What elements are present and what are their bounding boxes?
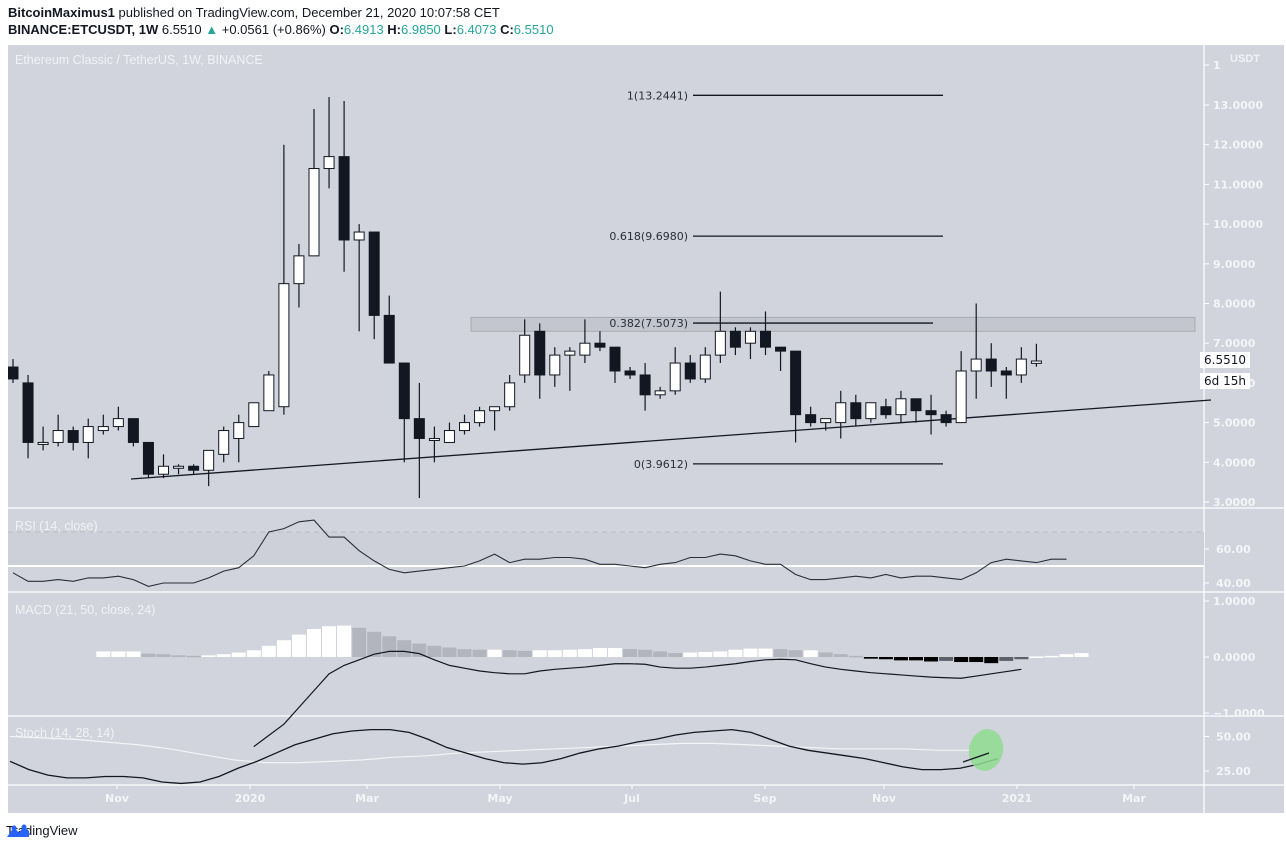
open-label: O:: [329, 22, 344, 37]
svg-text:0(3.9612): 0(3.9612): [634, 458, 688, 471]
tradingview-logo-icon: [7, 824, 29, 837]
chart-canvas[interactable]: 3.00004.00005.00006.00007.00008.00009.00…: [8, 45, 1284, 813]
svg-text:9.0000: 9.0000: [1213, 258, 1256, 271]
svg-text:Nov: Nov: [872, 792, 897, 805]
last-price-tag: 6.5510: [1200, 352, 1250, 368]
stoch-title: Stoch (14, 28, 14): [15, 726, 115, 740]
high-label: H:: [387, 22, 402, 37]
up-arrow-icon: ▲: [205, 22, 219, 37]
svg-text:25.00: 25.00: [1216, 765, 1251, 778]
svg-text:5.0000: 5.0000: [1213, 417, 1256, 430]
svg-text:Nov: Nov: [105, 792, 130, 805]
svg-text:0.618(9.6980): 0.618(9.6980): [609, 230, 688, 243]
svg-text:13.0000: 13.0000: [1213, 99, 1263, 112]
svg-text:11.0000: 11.0000: [1213, 178, 1263, 191]
svg-text:Sep: Sep: [753, 792, 776, 805]
svg-text:May: May: [487, 792, 512, 805]
svg-text:Jul: Jul: [623, 792, 640, 805]
svg-text:0.0000: 0.0000: [1213, 651, 1256, 664]
footer-brand[interactable]: TradingView: [6, 823, 78, 838]
svg-text:1: 1: [1213, 59, 1221, 72]
svg-text:10.0000: 10.0000: [1213, 218, 1263, 231]
svg-text:60.00: 60.00: [1216, 543, 1251, 556]
currency-label: USDT: [1230, 53, 1260, 65]
svg-text:Mar: Mar: [1122, 792, 1146, 805]
close-label: C:: [500, 22, 514, 37]
high-value: 6.9850: [401, 22, 441, 37]
svg-text:2021: 2021: [1002, 792, 1033, 805]
close-value: 6.5510: [513, 22, 554, 37]
symbol-info: BINANCE:ETCUSDT, 1W 6.5510 ▲ +0.0561 (+0…: [8, 22, 554, 37]
countdown-tag: 6d 15h: [1200, 373, 1250, 389]
svg-text:7.0000: 7.0000: [1213, 337, 1256, 350]
svg-text:50.00: 50.00: [1216, 731, 1251, 744]
svg-text:3.0000: 3.0000: [1213, 496, 1256, 509]
svg-text:4.0000: 4.0000: [1213, 456, 1256, 469]
low-label: L:: [444, 22, 457, 37]
svg-text:8.0000: 8.0000: [1213, 298, 1256, 311]
author-name[interactable]: BitcoinMaximus1: [8, 5, 115, 20]
svg-text:12.0000: 12.0000: [1213, 139, 1263, 152]
open-value: 6.4913: [343, 22, 384, 37]
svg-text:1.0000: 1.0000: [1213, 595, 1256, 608]
rsi-title: RSI (14, close): [15, 519, 98, 533]
svg-text:Mar: Mar: [355, 792, 379, 805]
low-value: 6.4073: [456, 22, 497, 37]
published-text: published on TradingView.com, December 2…: [118, 5, 500, 20]
symbol-label: BINANCE:ETCUSDT, 1W: [8, 22, 159, 37]
svg-text:1(13.2441): 1(13.2441): [627, 89, 688, 102]
last-price: 6.5510: [161, 22, 202, 37]
price-change: +0.0561 (+0.86%): [221, 22, 326, 37]
publish-info: BitcoinMaximus1 published on TradingView…: [8, 5, 500, 20]
svg-text:40.00: 40.00: [1216, 577, 1251, 590]
chart-area[interactable]: 3.00004.00005.00006.00007.00008.00009.00…: [8, 45, 1284, 813]
svg-text:0.382(7.5073): 0.382(7.5073): [609, 317, 688, 330]
svg-text:2020: 2020: [235, 792, 266, 805]
svg-text:−1.0000: −1.0000: [1213, 707, 1265, 720]
macd-title: MACD (21, 50, close, 24): [15, 603, 156, 617]
chart-title: Ethereum Classic / TetherUS, 1W, BINANCE: [15, 53, 263, 67]
